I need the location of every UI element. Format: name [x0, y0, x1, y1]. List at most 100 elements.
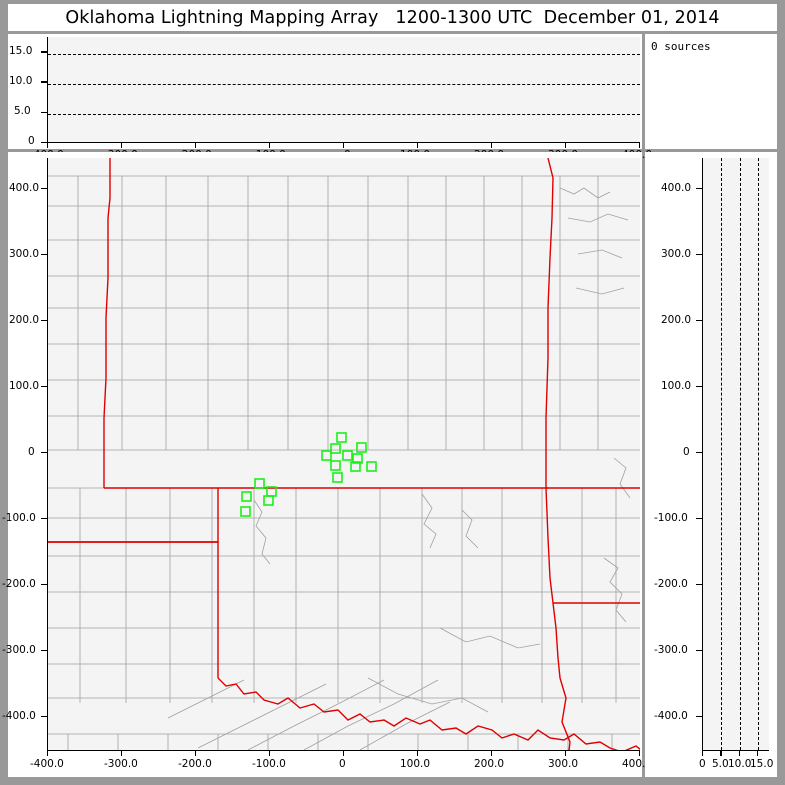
gridline-10: [48, 83, 640, 85]
map-xtick-0: [343, 750, 345, 756]
xtick-m300: [121, 142, 123, 148]
ytick-label-0: 0: [28, 135, 35, 147]
ytick-label-0: 0: [683, 446, 690, 458]
map-ytick-m100: [41, 518, 47, 520]
map-xtick-m200: [195, 750, 197, 756]
ytick-m100: [696, 518, 702, 520]
altitude-latitude-y-axis: [702, 158, 704, 750]
map-ytick-200: [41, 320, 47, 322]
map-ytick-label-300: 300.0: [9, 248, 40, 260]
map-panel[interactable]: 400.0 300.0 200.0 100.0 0 -100.0 -200.0 …: [2, 152, 652, 777]
ytick-300: [696, 254, 702, 256]
xtick-label-0: 0: [699, 758, 706, 770]
map-ytick-label-200: 200.0: [9, 314, 40, 326]
xtick-m400: [47, 142, 49, 148]
xtick-m200: [195, 142, 197, 148]
xtick-label-10: 10.0: [728, 758, 752, 770]
state-boundaries: [48, 158, 640, 750]
ytick-label-5: 5.0: [14, 105, 31, 117]
map-y-axis: [47, 158, 49, 750]
ytick-0: [41, 141, 47, 143]
gridline-15: [758, 158, 759, 750]
map-xtick-label-300: 300.0: [548, 758, 579, 770]
gridline-5: [48, 113, 640, 115]
source-count-panel: 0 sources: [645, 34, 777, 149]
map-ytick-label-100: 100.0: [9, 380, 40, 392]
ytick-label-m300: -300.0: [654, 644, 688, 656]
ytick-0: [696, 452, 702, 454]
ytick-m200: [696, 584, 702, 586]
ytick-m300: [696, 650, 702, 652]
map-xtick-label-0: 0: [339, 758, 346, 770]
page-title: Oklahoma Lightning Mapping Array 1200-13…: [65, 7, 720, 28]
map-xtick-100: [417, 750, 419, 756]
map-xtick-label-m400: -400.0: [30, 758, 64, 770]
map-xtick-m300: [121, 750, 123, 756]
map-xtick-m400: [47, 750, 49, 756]
title-bar: Oklahoma Lightning Mapping Array 1200-13…: [8, 4, 777, 31]
xtick-0: [702, 750, 704, 756]
xtick-300: [565, 142, 567, 148]
ytick-15: [41, 51, 47, 53]
ytick-label-m200: -200.0: [654, 578, 688, 590]
map-ytick-label-m300: -300.0: [2, 644, 36, 656]
xtick-10: [738, 750, 741, 756]
map-xtick-label-400: 400.0: [622, 758, 653, 770]
map-ytick-100: [41, 386, 47, 388]
source-count-label: 0 sources: [651, 40, 711, 53]
altitude-latitude-x-axis: [702, 749, 769, 751]
xtick-200: [491, 142, 493, 148]
xtick-label-5: 5.0: [712, 758, 729, 770]
county-boundaries: [48, 175, 640, 750]
map-xtick-label-200: 200.0: [474, 758, 505, 770]
map-xtick-label-m200: -200.0: [178, 758, 212, 770]
map-xtick-300: [565, 750, 567, 756]
xtick-15: [757, 750, 759, 756]
map-xtick-200: [491, 750, 493, 756]
ytick-label-400: 400.0: [661, 182, 692, 194]
xtick-m100: [269, 142, 271, 148]
ytick-label-200: 200.0: [661, 314, 692, 326]
xtick-5: [720, 750, 722, 756]
xtick-label-15: 15.0: [750, 758, 774, 770]
map-xtick-400: [639, 750, 641, 756]
map-xtick-label-m100: -100.0: [252, 758, 286, 770]
ytick-m400: [696, 716, 702, 718]
map-ytick-label-m100: -100.0: [2, 512, 36, 524]
ytick-label-15: 15.0: [9, 45, 33, 57]
map-ytick-m400: [41, 716, 47, 718]
map-xtick-label-100: 100.0: [400, 758, 431, 770]
ytick-label-m100: -100.0: [654, 512, 688, 524]
xtick-100: [417, 142, 419, 148]
gridline-5: [721, 158, 723, 750]
altitude-latitude-plot-area[interactable]: [703, 158, 769, 750]
ytick-label-300: 300.0: [661, 248, 692, 260]
ytick-label-m400: -400.0: [654, 710, 688, 722]
map-ytick-400: [41, 188, 47, 190]
map-ytick-0: [41, 452, 47, 454]
ytick-200: [696, 320, 702, 322]
altitude-time-y-axis: [47, 37, 49, 142]
altitude-time-panel[interactable]: 0 5.0 10.0 15.0: [8, 34, 642, 149]
map-plot-area[interactable]: [48, 158, 640, 750]
map-xtick-label-m300: -300.0: [104, 758, 138, 770]
ytick-100: [696, 386, 702, 388]
xtick-0: [343, 142, 345, 148]
gridline-15: [48, 53, 640, 55]
ytick-10: [41, 81, 47, 83]
map-ytick-label-m400: -400.0: [2, 710, 36, 722]
ytick-400: [696, 188, 702, 190]
gridline-10: [739, 158, 741, 750]
altitude-time-plot-area[interactable]: [48, 37, 640, 142]
ytick-label-10: 10.0: [9, 75, 33, 87]
altitude-latitude-panel[interactable]: 400.0 300.0 200.0 100.0 0 -100.0 -200.0 …: [645, 152, 777, 777]
xtick-400: [639, 142, 641, 148]
map-ytick-label-m200: -200.0: [2, 578, 36, 590]
map-geometry: [48, 158, 640, 750]
map-ytick-label-400: 400.0: [9, 182, 40, 194]
map-xtick-m100: [269, 750, 271, 756]
map-ytick-m300: [41, 650, 47, 652]
map-ytick-label-0: 0: [28, 446, 35, 458]
ytick-label-100: 100.0: [661, 380, 692, 392]
